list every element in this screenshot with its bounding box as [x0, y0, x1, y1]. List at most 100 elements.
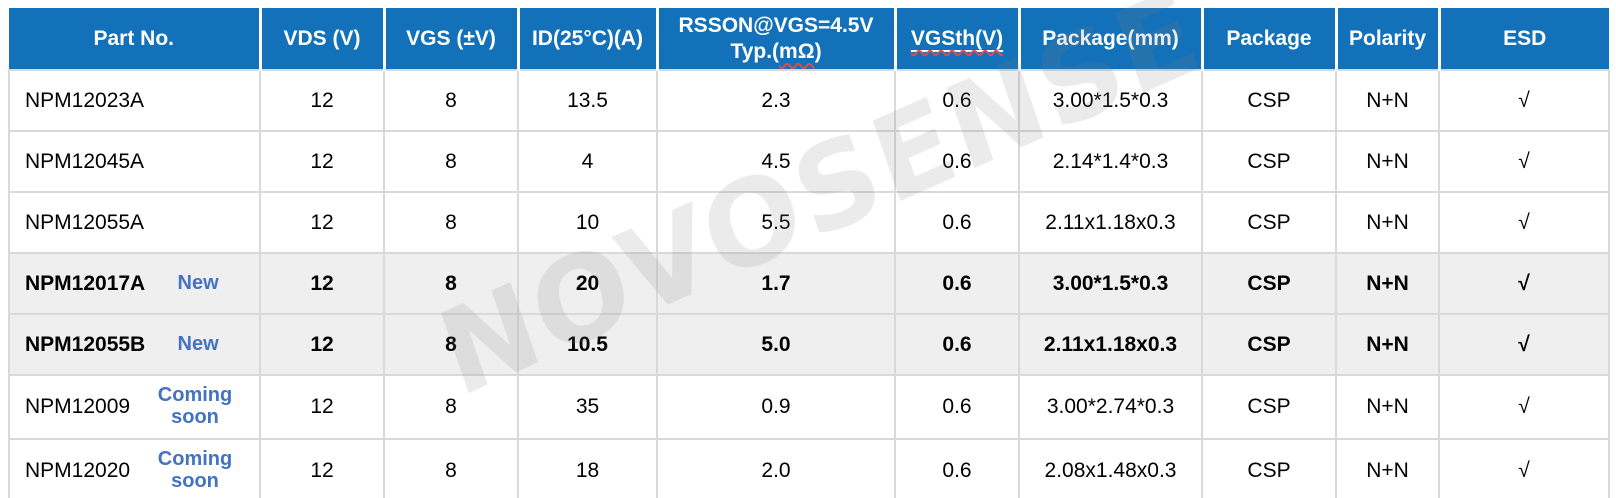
cell-rsson: 1.7 [656, 252, 896, 315]
part-wrap: NPM12055B New [25, 333, 255, 357]
cell-package: CSP [1201, 191, 1337, 254]
cell-part-no: NPM12020 Coming soon [8, 438, 261, 498]
cell-vds: 12 [259, 438, 385, 498]
cell-id: 10 [517, 191, 658, 254]
cell-package-mm: 2.11x1.18x0.3 [1018, 313, 1203, 376]
cell-vgsth: 0.6 [894, 252, 1020, 315]
cell-package: CSP [1201, 252, 1337, 315]
header-esd: ESD [1437, 8, 1609, 70]
cell-vgs: 8 [383, 374, 519, 440]
cell-id: 4 [517, 130, 658, 193]
cell-package-mm: 3.00*2.74*0.3 [1018, 374, 1203, 440]
cell-vgs: 8 [383, 438, 519, 498]
header-part-no: Part No. [9, 8, 260, 70]
table-header: Part No. VDS (V) VGS (±V) ID(25°C)(A) RS… [9, 8, 1609, 70]
cell-esd-check: √ [1438, 438, 1610, 498]
part-wrap: NPM12055A [25, 211, 255, 235]
header-id-label: ID(25°C)(A) [531, 26, 644, 50]
header-polarity: Polarity [1334, 8, 1439, 70]
cell-package-mm: 2.11x1.18x0.3 [1018, 191, 1203, 254]
cell-id: 13.5 [517, 69, 658, 132]
header-rsson-line2: Typ.(mΩ) [663, 39, 890, 65]
part-number: NPM12055B [25, 332, 146, 356]
part-number: NPM12045A [25, 149, 145, 173]
cell-package-mm: 3.00*1.5*0.3 [1018, 69, 1203, 132]
availability-tag: Coming soon [157, 448, 233, 492]
cell-vds: 12 [259, 130, 385, 193]
cell-vds: 12 [259, 252, 385, 315]
cell-package: CSP [1201, 313, 1337, 376]
cell-part-no: NPM12055A [8, 191, 261, 254]
cell-polarity: N+N [1335, 69, 1440, 132]
table-body: NPM12023A 12 8 13.5 2.3 0.6 3.00*1.5*0.3… [8, 69, 1610, 498]
table-row: NPM12023A 12 8 13.5 2.3 0.6 3.00*1.5*0.3… [8, 69, 1610, 132]
cell-esd-check: √ [1438, 130, 1610, 193]
cell-vds: 12 [259, 191, 385, 254]
cell-vds: 12 [259, 374, 385, 440]
cell-vgsth: 0.6 [894, 374, 1020, 440]
header-package-mm: Package(mm) [1017, 8, 1202, 70]
cell-polarity: N+N [1335, 438, 1440, 498]
cell-part-no: NPM12023A [8, 69, 261, 132]
cell-esd-check: √ [1438, 69, 1610, 132]
cell-vgsth: 0.6 [894, 438, 1020, 498]
header-rsson-typ-prefix: Typ.( [730, 39, 780, 63]
header-vgsth: VGSth(V) [893, 8, 1019, 70]
header-rsson-mohm: mΩ [779, 39, 815, 63]
part-number: NPM12055A [25, 210, 145, 234]
cell-vgsth: 0.6 [894, 69, 1020, 132]
header-vgs-label: VGS (±V) [406, 26, 496, 50]
header-package-label: Package [1226, 26, 1312, 50]
part-number: NPM12017A [25, 271, 146, 295]
cell-esd-check: √ [1438, 313, 1610, 376]
header-id: ID(25°C)(A) [516, 8, 657, 70]
table-row: NPM12055A 12 8 10 5.5 0.6 2.11x1.18x0.3 … [8, 191, 1610, 254]
cell-rsson: 4.5 [656, 130, 896, 193]
cell-esd-check: √ [1438, 374, 1610, 440]
cell-package-mm: 3.00*1.5*0.3 [1018, 252, 1203, 315]
cell-package-mm: 2.08x1.48x0.3 [1018, 438, 1203, 498]
cell-package-mm: 2.14*1.4*0.3 [1018, 130, 1203, 193]
cell-rsson: 2.3 [656, 69, 896, 132]
cell-rsson: 2.0 [656, 438, 896, 498]
part-number: NPM12023A [25, 88, 145, 112]
part-wrap: NPM12045A [25, 150, 255, 174]
header-vgsth-label: VGSth(V) [910, 26, 1004, 50]
cell-package: CSP [1201, 374, 1337, 440]
cell-esd-check: √ [1438, 252, 1610, 315]
cell-id: 10.5 [517, 313, 658, 376]
part-number: NPM12020 [25, 459, 131, 482]
header-rsson: RSSON@VGS=4.5V Typ.(mΩ) [655, 8, 895, 70]
cell-vgs: 8 [383, 69, 519, 132]
part-number: NPM12009 [25, 395, 131, 418]
cell-vgsth: 0.6 [894, 191, 1020, 254]
cell-vgs: 8 [383, 130, 519, 193]
cell-part-no: NPM12045A [8, 130, 261, 193]
cell-vgsth: 0.6 [894, 313, 1020, 376]
header-vds: VDS (V) [258, 8, 384, 70]
header-rsson-line1: RSSON@VGS=4.5V [678, 13, 874, 37]
availability-tag: New [177, 332, 219, 355]
cell-esd-check: √ [1438, 191, 1610, 254]
cell-vgsth: 0.6 [894, 130, 1020, 193]
table-row: NPM12017A New 12 8 20 1.7 0.6 3.00*1.5*0… [8, 252, 1610, 315]
header-rsson-typ-suffix: ) [814, 39, 822, 63]
header-vgsth-underline: VGSth(V) [911, 27, 1003, 50]
cell-vgs: 8 [383, 191, 519, 254]
part-wrap: NPM12020 Coming soon [25, 449, 255, 492]
cell-id: 18 [517, 438, 658, 498]
cell-rsson: 5.5 [656, 191, 896, 254]
part-wrap: NPM12009 Coming soon [25, 385, 255, 428]
cell-rsson: 5.0 [656, 313, 896, 376]
cell-rsson: 0.9 [656, 374, 896, 440]
cell-vgs: 8 [383, 313, 519, 376]
cell-package: CSP [1201, 69, 1337, 132]
cell-polarity: N+N [1335, 191, 1440, 254]
part-wrap: NPM12023A [25, 89, 255, 113]
cell-package: CSP [1201, 438, 1337, 498]
cell-polarity: N+N [1335, 374, 1440, 440]
cell-part-no: NPM12055B New [8, 313, 261, 376]
cell-package: CSP [1201, 130, 1337, 193]
table-row: NPM12009 Coming soon 12 8 35 0.9 0.6 3.0… [8, 374, 1610, 440]
